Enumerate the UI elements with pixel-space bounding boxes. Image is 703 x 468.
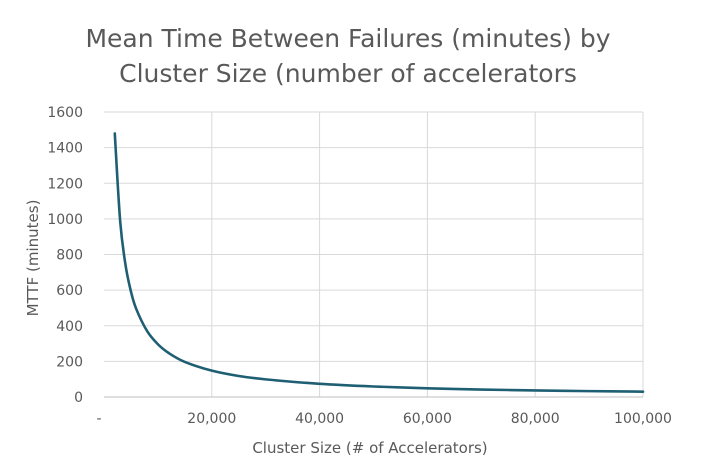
x-tick-label: 40,000 (295, 411, 344, 427)
series-layer (113, 132, 645, 393)
gridlines (104, 111, 644, 397)
y-tick-label: 1200 (47, 176, 83, 192)
chart-title-line-2: Cluster Size (number of accelerators (119, 59, 577, 88)
y-tick-label: 1000 (47, 212, 83, 228)
y-tick-label: 1600 (47, 105, 83, 121)
x-tick-label: 80,000 (511, 411, 560, 427)
y-tick-label: 0 (74, 390, 83, 406)
y-axis-title: MTTF (minutes) (24, 200, 42, 317)
y-tick-label: 200 (56, 354, 83, 370)
y-tick-label: 800 (56, 248, 83, 264)
series-line (113, 132, 645, 393)
y-tick-label: 600 (56, 283, 83, 299)
y-tick-label: 1400 (47, 141, 83, 157)
x-tick-labels: - 20,000 40,000 60,000 80,000 100,000 (96, 411, 671, 427)
y-tick-label: 400 (56, 319, 83, 335)
x-tick-label: 100,000 (614, 411, 672, 427)
x-tick-label: 60,000 (403, 411, 452, 427)
x-tick-label: 20,000 (187, 411, 236, 427)
x-axis-title: Cluster Size (# of Accelerators) (252, 439, 487, 457)
x-tick-label: - (96, 411, 101, 427)
chart-title-line-1: Mean Time Between Failures (minutes) by (85, 24, 610, 53)
y-tick-labels: 0 200 400 600 800 1000 1200 1400 1600 (47, 105, 83, 406)
